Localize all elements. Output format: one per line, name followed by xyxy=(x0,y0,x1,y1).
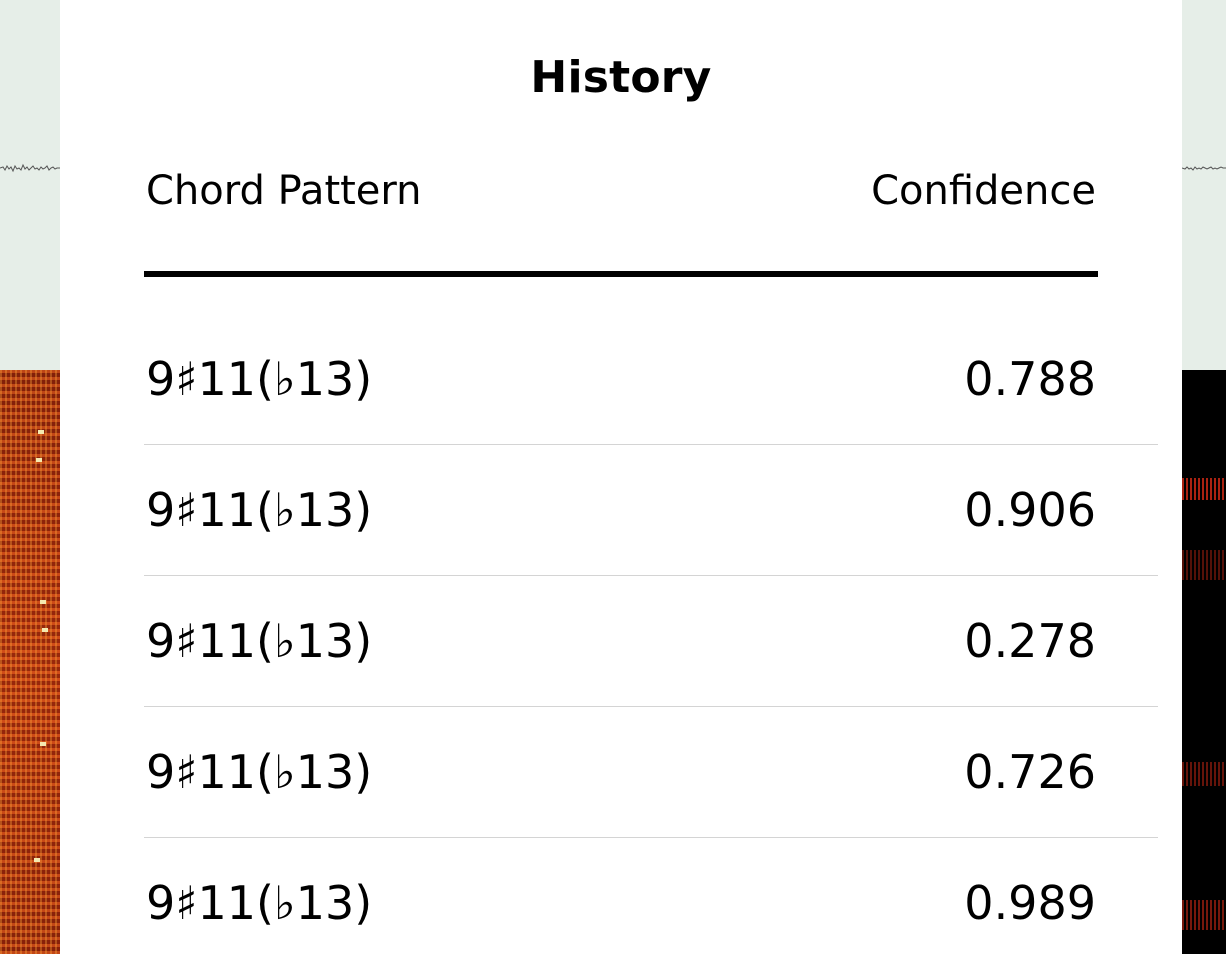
history-row[interactable]: 9♯11(♭13) 0.726 xyxy=(144,707,1158,838)
confidence-cell: 0.726 xyxy=(964,745,1096,799)
spectrogram-peak xyxy=(40,742,46,746)
history-row[interactable]: 9♯11(♭13) 0.989 xyxy=(144,838,1158,954)
history-row[interactable]: 9♯11(♭13) 0.906 xyxy=(144,445,1158,576)
chord-pattern-cell: 9♯11(♭13) xyxy=(146,483,373,537)
column-header-chord-pattern: Chord Pattern xyxy=(146,168,422,214)
spectrogram-peak xyxy=(42,628,48,632)
history-list[interactable]: 9♯11(♭13) 0.788 9♯11(♭13) 0.906 9♯11(♭13… xyxy=(144,314,1158,954)
spectrogram-band xyxy=(1182,900,1226,930)
confidence-cell: 0.278 xyxy=(964,614,1096,668)
spectrogram-view xyxy=(1182,370,1226,954)
column-header-confidence: Confidence xyxy=(871,168,1096,214)
chord-pattern-cell: 9♯11(♭13) xyxy=(146,352,373,406)
history-row[interactable]: 9♯11(♭13) 0.788 xyxy=(144,314,1158,445)
history-row[interactable]: 9♯11(♭13) 0.278 xyxy=(144,576,1158,707)
spectrogram-band xyxy=(1182,478,1226,500)
spectrogram-peak xyxy=(40,600,46,604)
confidence-cell: 0.788 xyxy=(964,352,1096,406)
spectrogram-band xyxy=(1182,762,1226,786)
history-panel: History Chord Pattern Confidence 9♯11(♭1… xyxy=(60,0,1182,954)
spectrogram-peak xyxy=(38,430,44,434)
confidence-cell: 0.989 xyxy=(964,876,1096,930)
confidence-cell: 0.906 xyxy=(964,483,1096,537)
spectrogram-band xyxy=(1182,550,1226,580)
waveform-trace xyxy=(0,163,60,173)
waveform-trace xyxy=(1182,166,1226,171)
chord-pattern-cell: 9♯11(♭13) xyxy=(146,745,373,799)
spectrogram-view xyxy=(0,370,60,954)
spectrogram-peak xyxy=(36,458,42,462)
chord-pattern-cell: 9♯11(♭13) xyxy=(146,876,373,930)
chord-pattern-cell: 9♯11(♭13) xyxy=(146,614,373,668)
table-header: Chord Pattern Confidence xyxy=(144,168,1096,218)
spectrogram-peak xyxy=(34,858,40,862)
header-divider xyxy=(144,271,1098,277)
history-title: History xyxy=(530,52,712,103)
